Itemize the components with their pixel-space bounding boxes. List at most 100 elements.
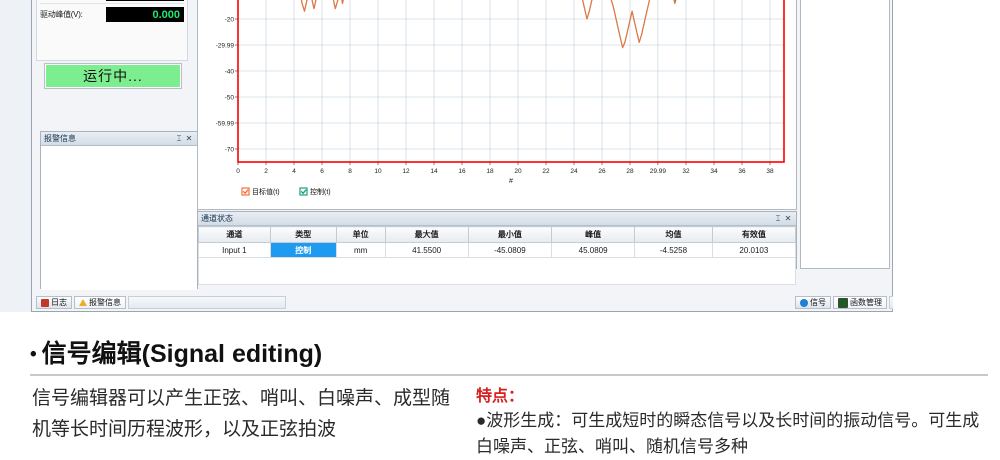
chart-area[interactable]: 100-10-20-29.99-40-50-59.99-700246810121…: [198, 0, 796, 209]
svg-text:29.99: 29.99: [650, 168, 667, 175]
svg-text:38: 38: [766, 168, 774, 175]
run-status-button[interactable]: 运行中...: [44, 63, 182, 89]
svg-text:0: 0: [236, 168, 240, 175]
svg-text:20: 20: [514, 168, 522, 175]
tab-log-label: 日志: [51, 298, 67, 307]
svg-text:-70: -70: [225, 147, 235, 154]
waveform-chart-panel: 100-10-20-29.99-40-50-59.99-700246810121…: [197, 0, 797, 210]
description-paragraph: 信号编辑器可以产生正弦、哨叫、白噪声、成型随机等长时间历程波形，以及正弦拍波: [32, 388, 451, 440]
bottom-left-tabbar: 日志 报警信息: [36, 296, 286, 309]
readout-card: 控制有效值(mm): 20.010 目标有效值(mm): 19.572 驱动峰值…: [36, 0, 188, 61]
tabbar-filler: [889, 296, 893, 309]
svg-text:14: 14: [430, 168, 438, 175]
readout-value: 19.572: [106, 0, 184, 1]
col-type: 类型: [269, 226, 337, 243]
svg-text:32: 32: [682, 168, 690, 175]
svg-text:34: 34: [710, 168, 718, 175]
channel-status-table: 通道 类型 单位 最大值 最小值 峰值 均值 有效值 Input 1: [198, 226, 797, 258]
application-screenshot: 控制有效值(mm): 20.010 目标有效值(mm): 19.572 驱动峰值…: [0, 0, 893, 312]
right-side-panel: [800, 0, 890, 269]
tab-signal[interactable]: 信号: [795, 296, 831, 309]
svg-text:4: 4: [292, 168, 296, 175]
svg-text:-59.99: -59.99: [216, 120, 235, 127]
section-heading: • 信号编辑(Signal editing): [30, 334, 322, 370]
svg-text:10: 10: [374, 168, 382, 175]
warning-icon: [79, 299, 87, 306]
bullet-icon: •: [30, 344, 37, 365]
col-peak: 峰值: [550, 226, 636, 243]
readout-row: 目标有效值(mm): 19.572: [40, 0, 184, 4]
alarm-panel-title: 报警信息: [44, 134, 76, 143]
svg-text:26: 26: [598, 168, 606, 175]
svg-text:22: 22: [542, 168, 550, 175]
close-icon[interactable]: ✕: [185, 134, 193, 143]
waveform-chart: 100-10-20-29.99-40-50-59.99-700246810121…: [216, 0, 785, 196]
info-icon: [800, 298, 808, 307]
close-icon[interactable]: ✕: [784, 214, 792, 223]
cell-unit: mm: [335, 242, 386, 258]
table-header-row: 通道 类型 单位 最大值 最小值 峰值 均值 有效值: [198, 226, 797, 243]
svg-text:控制(t): 控制(t): [310, 187, 331, 196]
document-section: • 信号编辑(Signal editing) 信号编辑器可以产生正弦、哨叫、白噪声…: [0, 312, 1000, 456]
channel-panel-titlebar: 通道状态 ⌶ ✕: [198, 212, 796, 226]
alarm-panel-titlebar: 报警信息 ⌶ ✕: [41, 132, 197, 146]
svg-text:18: 18: [486, 168, 494, 175]
channel-status-panel: 通道状态 ⌶ ✕ 通道 类型 单位 最大值 最小值 峰值 均值: [197, 211, 797, 285]
features-column: 特点： ●波形生成：可生成短时的瞬态信号以及长时间的振动信号。可生成白噪声、正弦…: [476, 382, 986, 460]
cell-max: 41.5500: [384, 242, 469, 258]
alarm-info-panel: 报警信息 ⌶ ✕: [40, 131, 198, 290]
log-icon: [41, 298, 49, 307]
col-rms: 有效值: [711, 226, 797, 243]
tab-signal-label: 信号: [810, 298, 826, 307]
application-window: 控制有效值(mm): 20.010 目标有效值(mm): 19.572 驱动峰值…: [31, 0, 893, 312]
cell-min: -45.0809: [467, 242, 552, 258]
svg-text:16: 16: [458, 168, 466, 175]
cell-mean: -4.5258: [634, 242, 713, 258]
tab-log[interactable]: 日志: [36, 296, 72, 309]
col-channel: 通道: [198, 226, 271, 243]
svg-text:24: 24: [570, 168, 578, 175]
features-text: ●波形生成：可生成短时的瞬态信号以及长时间的振动信号。可生成白噪声、正弦、哨叫、…: [476, 411, 980, 456]
tabbar-filler: [128, 296, 286, 309]
readout-row: 驱动峰值(V): 0.000: [40, 5, 184, 24]
col-mean: 均值: [634, 226, 713, 243]
cell-type[interactable]: 控制: [269, 242, 337, 258]
table-row[interactable]: Input 1 控制 mm 41.5500 -45.0809 45.0809 -…: [198, 242, 797, 258]
col-max: 最大值: [384, 226, 469, 243]
features-title: 特点：: [476, 388, 525, 405]
heading-divider: [30, 374, 988, 376]
svg-text:-50: -50: [225, 95, 235, 102]
svg-text:-29.99: -29.99: [216, 42, 235, 49]
svg-text:-40: -40: [225, 69, 235, 76]
tab-function-manager[interactable]: 函数管理: [833, 296, 887, 309]
readout-label: 驱动峰值(V):: [40, 10, 83, 19]
svg-text:8: 8: [348, 168, 352, 175]
tab-function-label: 函数管理: [850, 298, 882, 307]
tab-alarm-label: 报警信息: [89, 298, 121, 307]
svg-text:12: 12: [402, 168, 410, 175]
cell-channel: Input 1: [198, 242, 271, 258]
alarm-list: [41, 146, 197, 290]
tab-alarm-info[interactable]: 报警信息: [74, 296, 126, 309]
svg-text:2: 2: [264, 168, 268, 175]
readout-value: 0.000: [106, 7, 184, 22]
svg-text:目标值(t): 目标值(t): [252, 187, 280, 196]
svg-text:6: 6: [320, 168, 324, 175]
bottom-right-tabbar: 信号 函数管理: [795, 296, 893, 309]
svg-text:#: #: [509, 178, 513, 185]
svg-text:36: 36: [738, 168, 746, 175]
svg-text:-20: -20: [225, 17, 235, 24]
channel-panel-title: 通道状态: [201, 214, 233, 223]
cell-peak: 45.0809: [550, 242, 636, 258]
pin-icon[interactable]: ⌶: [775, 214, 781, 223]
left-column: 控制有效值(mm): 20.010 目标有效值(mm): 19.572 驱动峰值…: [36, 0, 198, 306]
col-unit: 单位: [335, 226, 386, 243]
col-min: 最小值: [467, 226, 552, 243]
section-heading-text: 信号编辑(Signal editing): [41, 340, 323, 368]
svg-text:28: 28: [626, 168, 634, 175]
channel-table-empty-area: [198, 258, 796, 285]
pin-icon[interactable]: ⌶: [176, 134, 182, 143]
cell-rms: 20.0103: [711, 242, 797, 258]
function-icon: [838, 297, 848, 308]
